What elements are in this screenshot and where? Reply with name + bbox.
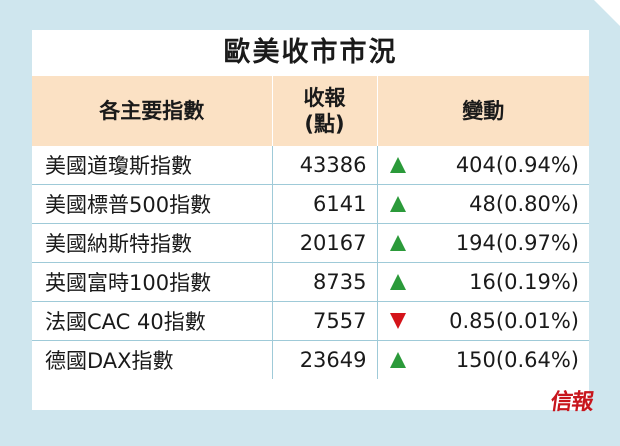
down-arrow-icon xyxy=(389,313,406,329)
market-card: 歐美收市市況 各主要指數 收報 (點) 變動 美國道瓊斯指數 43386 404… xyxy=(32,30,589,410)
table-row: 美國道瓊斯指數 43386 404(0.94%) xyxy=(32,146,589,185)
page-corner xyxy=(594,0,620,26)
change-cell: 150(0.64%) xyxy=(377,340,589,379)
change-cell: 16(0.19%) xyxy=(377,262,589,302)
close-value: 43386 xyxy=(272,146,378,185)
change-cell: 404(0.94%) xyxy=(377,146,589,185)
change-cell: 48(0.80%) xyxy=(377,184,589,224)
up-arrow-icon xyxy=(389,196,406,212)
index-name: 德國DAX指數 xyxy=(32,340,273,379)
index-name: 美國標普500指數 xyxy=(32,184,273,224)
table-header-row: 各主要指數 收報 (點) 變動 xyxy=(32,76,589,146)
up-arrow-icon xyxy=(389,157,406,173)
card-title: 歐美收市市況 xyxy=(223,37,398,68)
change-value: 48(0.80%) xyxy=(469,192,579,216)
change-value: 0.85(0.01%) xyxy=(449,309,579,333)
up-arrow-icon xyxy=(389,235,406,251)
table-row: 美國納斯特指數 20167 194(0.97%) xyxy=(32,223,589,263)
index-name: 英國富時100指數 xyxy=(32,262,273,302)
index-name: 美國納斯特指數 xyxy=(32,223,273,263)
change-value: 150(0.64%) xyxy=(455,348,579,372)
index-name: 美國道瓊斯指數 xyxy=(32,146,273,185)
close-value: 7557 xyxy=(272,301,378,341)
change-value: 16(0.19%) xyxy=(469,270,579,294)
header-close: 收報 (點) xyxy=(272,76,378,146)
header-close-line1: 收報 xyxy=(303,86,346,110)
close-value: 6141 xyxy=(272,184,378,224)
change-value: 194(0.97%) xyxy=(455,231,579,255)
table-row: 法國CAC 40指數 7557 0.85(0.01%) xyxy=(32,301,589,341)
change-value: 404(0.94%) xyxy=(455,153,579,177)
header-change: 變動 xyxy=(377,76,589,146)
hkej-logo: 信報 xyxy=(548,389,595,415)
close-value: 20167 xyxy=(272,223,378,263)
up-arrow-icon xyxy=(389,274,406,290)
header-index-name: 各主要指數 xyxy=(32,76,273,146)
index-name: 法國CAC 40指數 xyxy=(32,301,273,341)
header-close-line2: (點) xyxy=(304,112,345,136)
change-cell: 194(0.97%) xyxy=(377,223,589,263)
table-row: 德國DAX指數 23649 150(0.64%) xyxy=(32,340,589,379)
close-value: 8735 xyxy=(272,262,378,302)
up-arrow-icon xyxy=(389,352,406,368)
table-row: 美國標普500指數 6141 48(0.80%) xyxy=(32,184,589,224)
close-value: 23649 xyxy=(272,340,378,379)
index-table: 各主要指數 收報 (點) 變動 美國道瓊斯指數 43386 404(0.94%)… xyxy=(32,76,589,379)
table-row: 英國富時100指數 8735 16(0.19%) xyxy=(32,262,589,302)
change-cell: 0.85(0.01%) xyxy=(377,301,589,341)
